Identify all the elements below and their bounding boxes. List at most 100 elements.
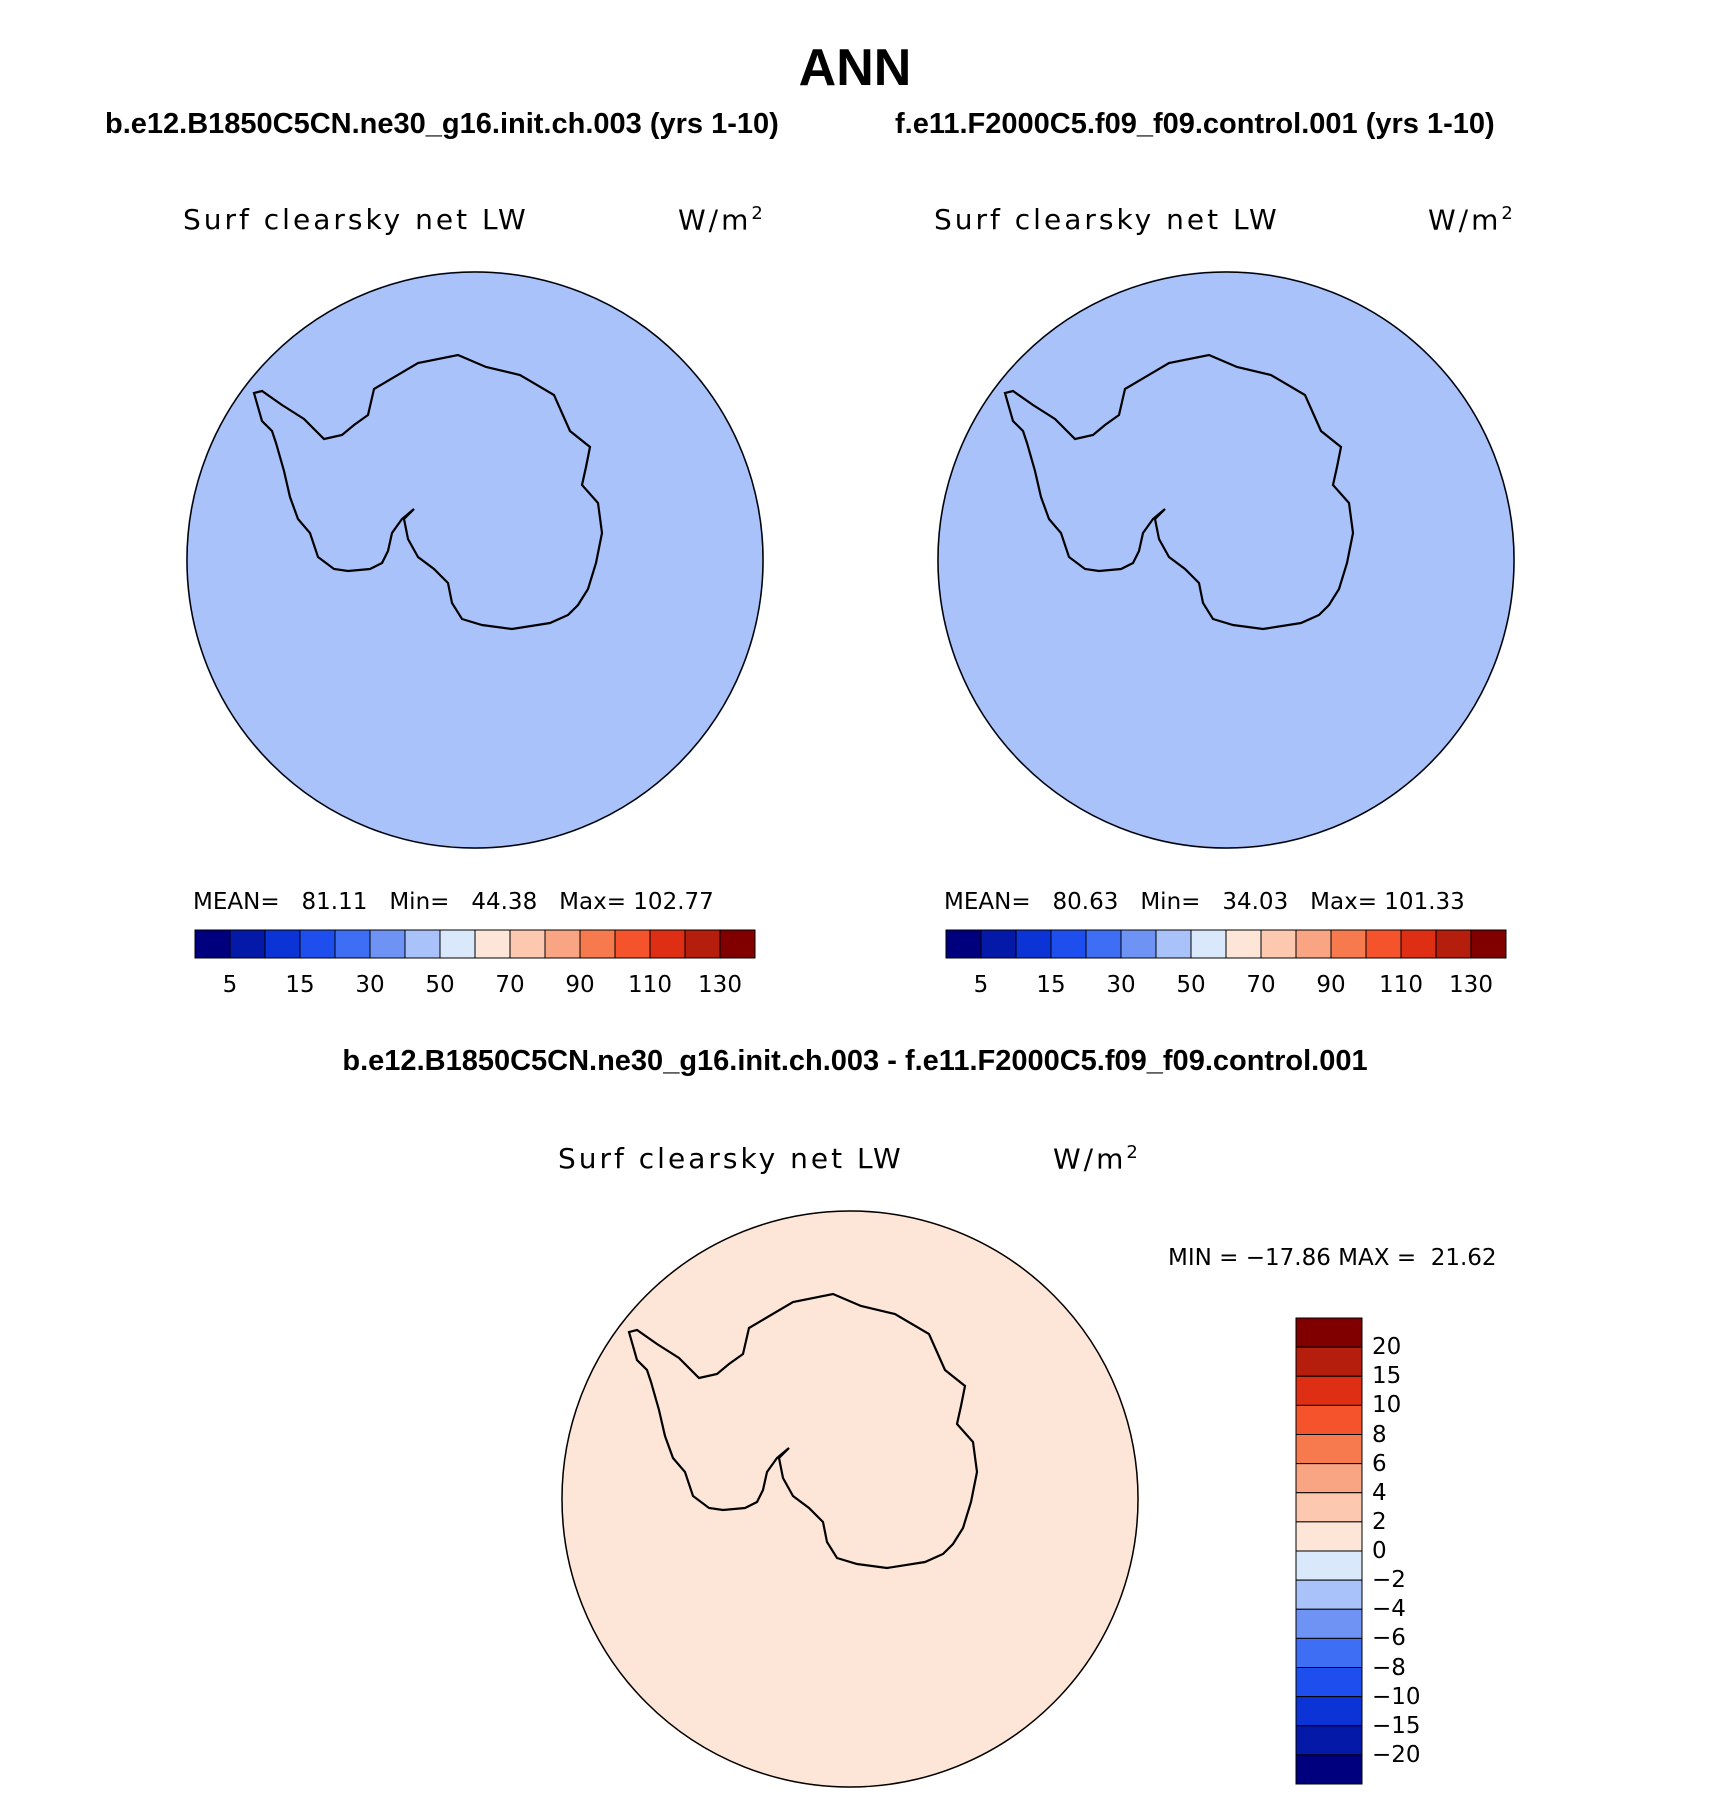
colorbar-tick-label: 5 bbox=[973, 972, 989, 998]
colorbar-tick-label: 110 bbox=[628, 972, 672, 998]
colorbar-box bbox=[1050, 929, 1087, 959]
diff-title: b.e12.B1850C5CN.ne30_g16.init.ch.003 - f… bbox=[342, 1045, 1368, 1077]
colorbar-box bbox=[1015, 929, 1052, 959]
colorbar-box bbox=[1225, 929, 1262, 959]
colorbar-box bbox=[1155, 929, 1192, 959]
colorbar-box bbox=[1295, 929, 1332, 959]
colorbar-box bbox=[649, 929, 686, 959]
main-title: ANN bbox=[798, 39, 912, 97]
colorbar-box bbox=[945, 929, 982, 959]
colorbar-tick-label: 15 bbox=[1036, 972, 1066, 998]
colorbar-box bbox=[1295, 1579, 1363, 1610]
antarctica-fill bbox=[629, 1294, 977, 1568]
panel1-title: b.e12.B1850C5CN.ne30_g16.init.ch.003 (yr… bbox=[105, 108, 779, 140]
colorbar-box bbox=[684, 929, 721, 959]
antarctica-fill bbox=[254, 355, 602, 629]
colorbar-tick-label: 20 bbox=[1372, 1334, 1402, 1361]
map-field bbox=[937, 271, 1515, 849]
map-border bbox=[186, 271, 764, 849]
map-border bbox=[561, 1210, 1139, 1788]
panel1-variable: Surf clearsky net LW bbox=[183, 203, 529, 236]
antarctica-coastline bbox=[1003, 353, 1355, 631]
colorbar-box bbox=[229, 929, 266, 959]
panel2-title: f.e11.F2000C5.f09_f09.control.001 (yrs 1… bbox=[895, 108, 1495, 140]
colorbar-box bbox=[404, 929, 441, 959]
colorbar-box bbox=[264, 929, 301, 959]
colorbar-box bbox=[334, 929, 371, 959]
colorbar-box bbox=[439, 929, 476, 959]
colorbar-box bbox=[1295, 1754, 1363, 1785]
map-border bbox=[937, 271, 1515, 849]
colorbar-tick-label: −20 bbox=[1372, 1741, 1421, 1768]
panel2-stats: MEAN= 80.63 Min= 34.03 Max= 101.33 bbox=[944, 889, 1465, 915]
colorbar-box bbox=[1120, 929, 1157, 959]
map-field bbox=[561, 1210, 1139, 1788]
colorbar-box bbox=[1400, 929, 1437, 959]
colorbar-tick-label: −8 bbox=[1372, 1654, 1406, 1681]
colorbar-tick-label: 110 bbox=[1379, 972, 1423, 998]
panel1-colorbar bbox=[194, 929, 756, 959]
colorbar-tick-label: 70 bbox=[495, 972, 525, 998]
colorbar-box bbox=[1260, 929, 1297, 959]
colorbar-box bbox=[1190, 929, 1227, 959]
panel2-variable: Surf clearsky net LW bbox=[934, 203, 1280, 236]
colorbar-tick-label: −2 bbox=[1372, 1567, 1406, 1594]
colorbar-box bbox=[299, 929, 336, 959]
panel2-colorbar bbox=[945, 929, 1507, 959]
map-field bbox=[186, 271, 764, 849]
colorbar-box bbox=[1330, 929, 1367, 959]
colorbar-tick-label: −4 bbox=[1372, 1596, 1406, 1623]
colorbar-box bbox=[1435, 929, 1472, 959]
colorbar-box bbox=[614, 929, 651, 959]
colorbar-box bbox=[1365, 929, 1402, 959]
colorbar-tick-label: 50 bbox=[425, 972, 455, 998]
antarctica-fill bbox=[1005, 355, 1353, 629]
colorbar-box bbox=[1295, 1375, 1363, 1406]
colorbar-box bbox=[1295, 1346, 1363, 1377]
colorbar-tick-label: 70 bbox=[1246, 972, 1276, 998]
colorbar-tick-label: 8 bbox=[1372, 1421, 1387, 1448]
colorbar-box bbox=[1295, 1317, 1363, 1348]
colorbar-box bbox=[1295, 1696, 1363, 1727]
diff-polar-map bbox=[561, 1210, 1139, 1788]
panel1-stats: MEAN= 81.11 Min= 44.38 Max= 102.77 bbox=[193, 889, 714, 915]
colorbar-box bbox=[1295, 1637, 1363, 1668]
colorbar-tick-label: 15 bbox=[1372, 1363, 1402, 1390]
colorbar-box bbox=[1295, 1434, 1363, 1465]
colorbar-box bbox=[1295, 1492, 1363, 1523]
colorbar-tick-label: 5 bbox=[222, 972, 238, 998]
colorbar-tick-label: 50 bbox=[1176, 972, 1206, 998]
colorbar-tick-label: 30 bbox=[1106, 972, 1136, 998]
colorbar-box bbox=[1295, 1667, 1363, 1698]
colorbar-tick-label: 30 bbox=[355, 972, 385, 998]
colorbar-tick-label: 6 bbox=[1372, 1450, 1387, 1477]
panel1-polar-map bbox=[186, 271, 764, 849]
colorbar-box bbox=[1295, 1521, 1363, 1552]
colorbar-box bbox=[544, 929, 581, 959]
colorbar-tick-label: 10 bbox=[1372, 1392, 1402, 1419]
antarctica-coastline bbox=[252, 353, 604, 631]
colorbar-tick-label: 2 bbox=[1372, 1508, 1387, 1535]
colorbar-box bbox=[579, 929, 616, 959]
colorbar-tick-label: 130 bbox=[1449, 972, 1493, 998]
colorbar-box bbox=[719, 929, 756, 959]
colorbar-box bbox=[980, 929, 1017, 959]
colorbar-tick-label: −15 bbox=[1372, 1712, 1421, 1739]
colorbar-box bbox=[1295, 1463, 1363, 1494]
panel2-units: W/m2 bbox=[1428, 203, 1516, 237]
colorbar-box bbox=[1295, 1404, 1363, 1435]
colorbar-box bbox=[474, 929, 511, 959]
panel2-polar-map bbox=[937, 271, 1515, 849]
diff-variable: Surf clearsky net LW bbox=[558, 1142, 904, 1175]
colorbar-tick-label: 90 bbox=[1316, 972, 1346, 998]
colorbar-tick-label: −10 bbox=[1372, 1683, 1421, 1710]
colorbar-box bbox=[369, 929, 406, 959]
panel1-units: W/m2 bbox=[678, 203, 766, 237]
diff-units: W/m2 bbox=[1053, 1142, 1141, 1176]
colorbar-tick-label: 0 bbox=[1372, 1538, 1387, 1564]
colorbar-tick-label: 4 bbox=[1372, 1479, 1387, 1506]
colorbar-box bbox=[1295, 1550, 1363, 1581]
colorbar-tick-label: 15 bbox=[285, 972, 315, 998]
colorbar-tick-label: 130 bbox=[698, 972, 742, 998]
antarctica-coastline bbox=[627, 1292, 979, 1570]
